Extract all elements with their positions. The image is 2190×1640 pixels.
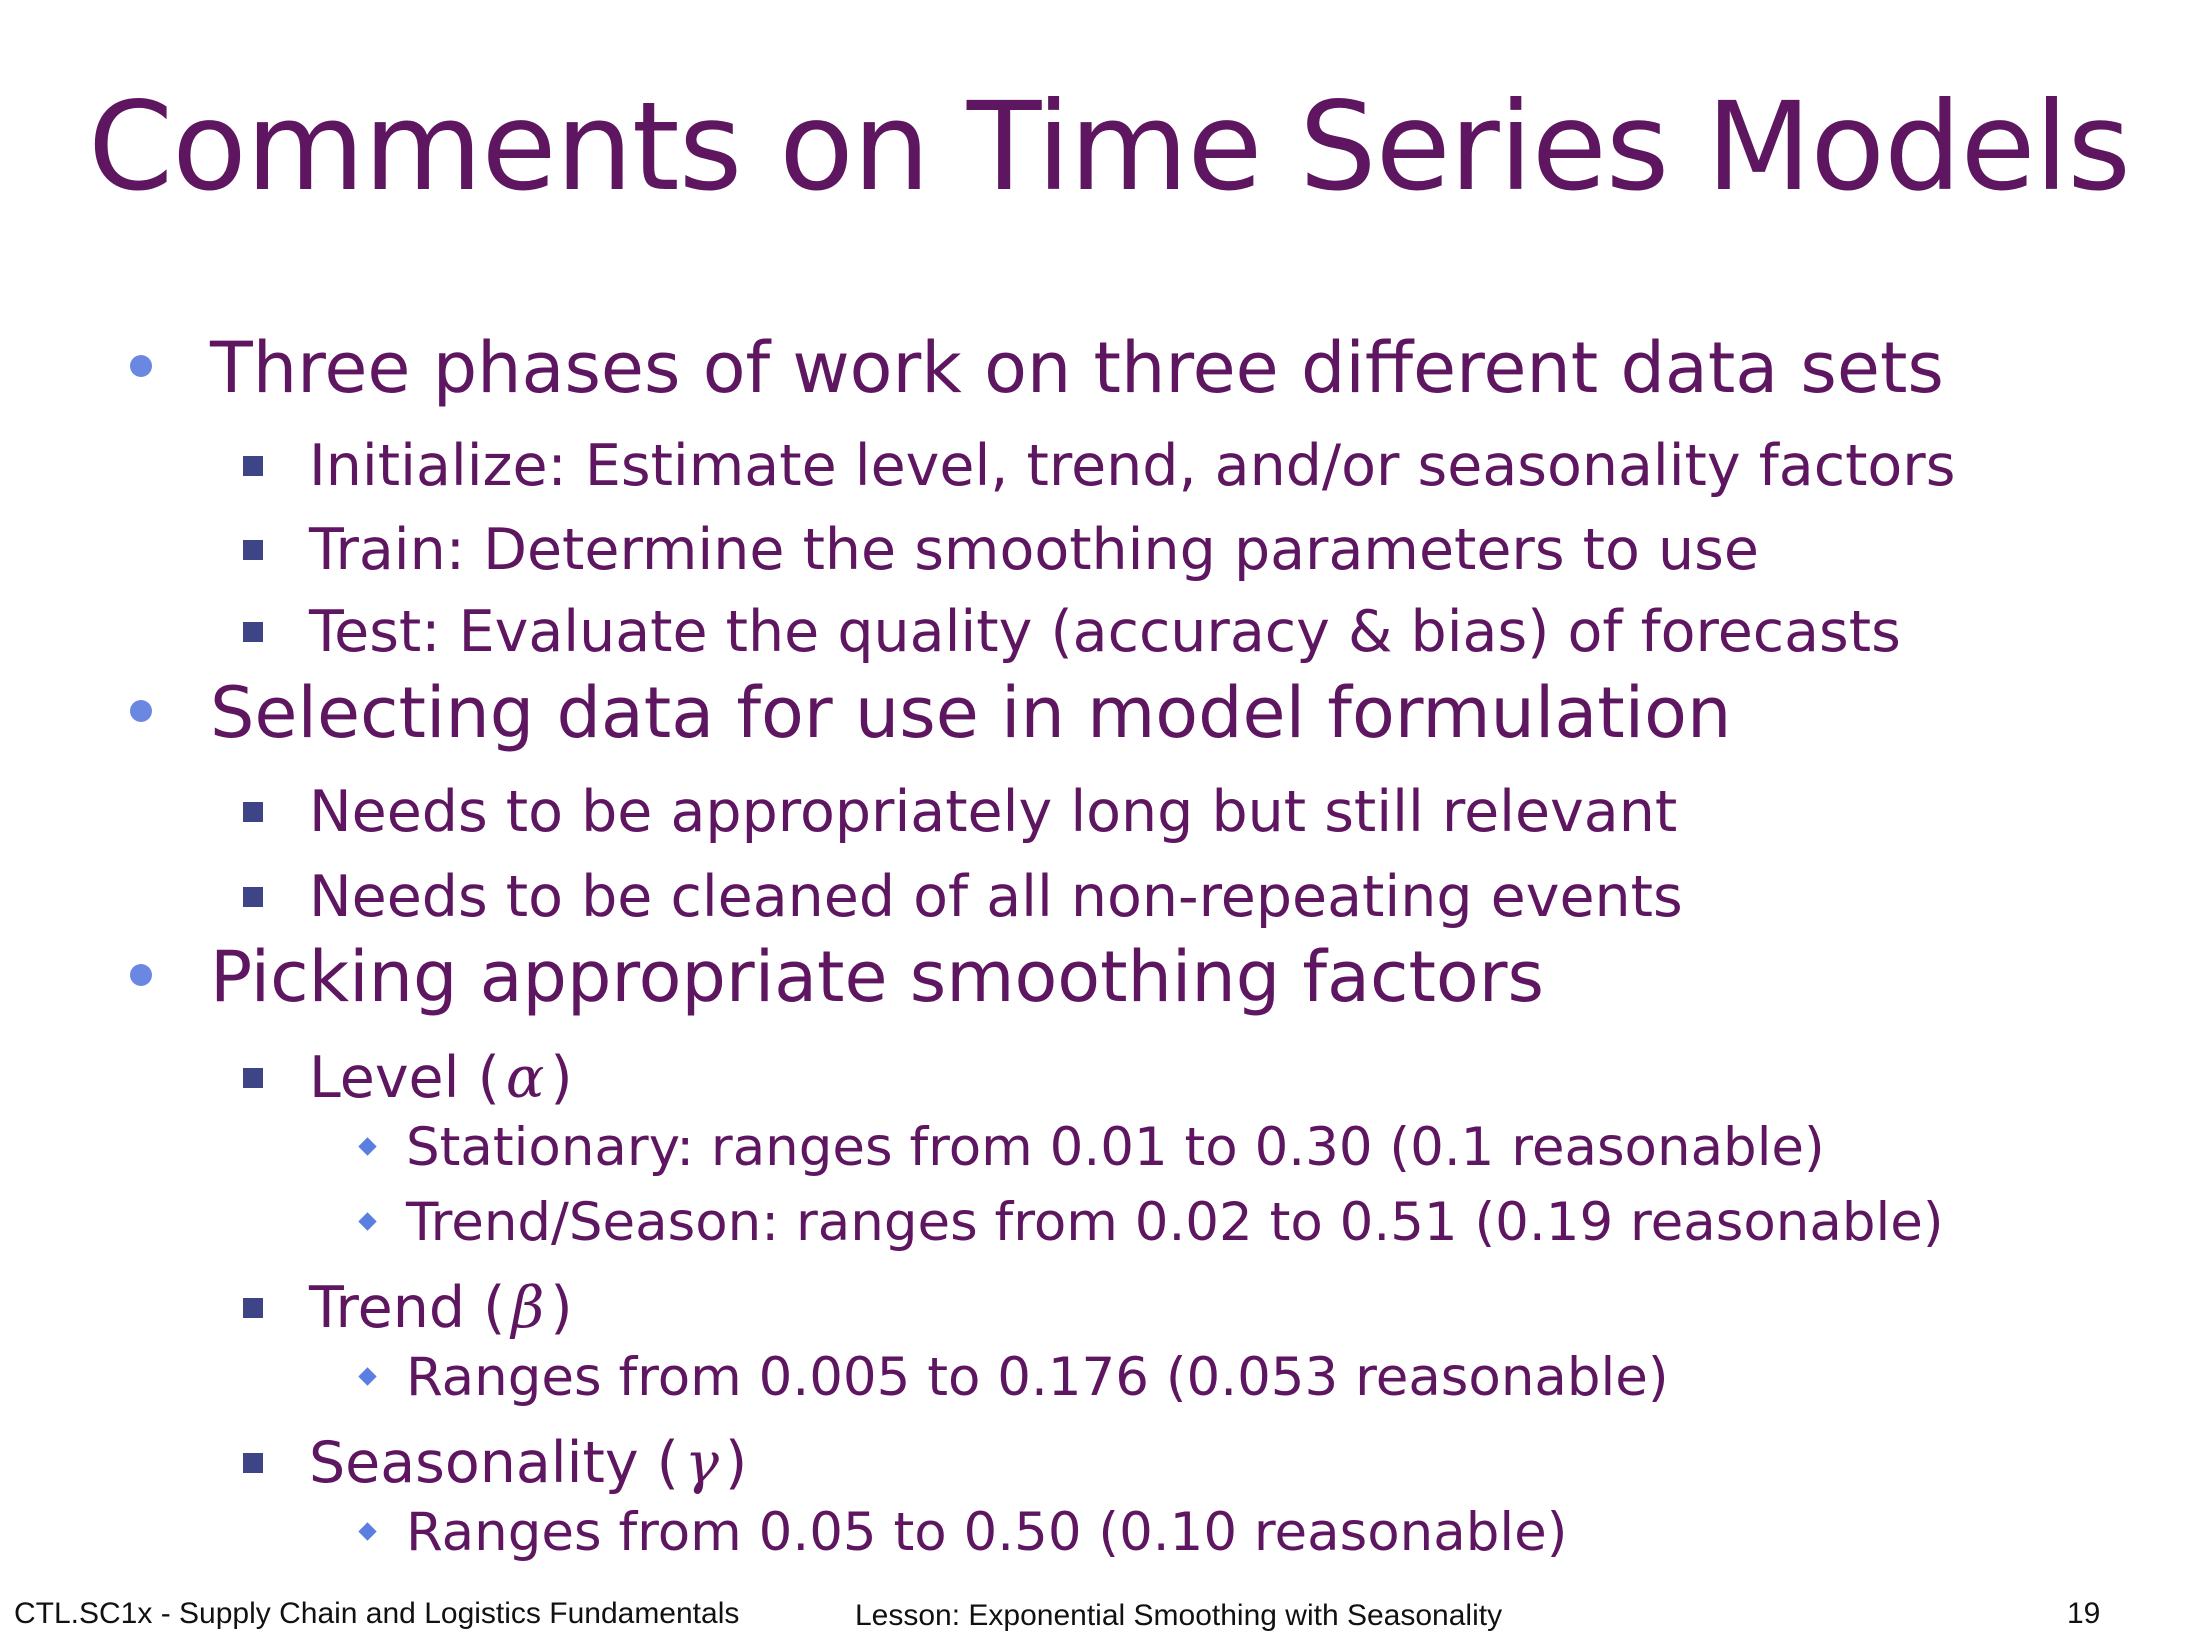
footer-page-number: 19 (2067, 1597, 2101, 1630)
bullet-dot-icon (130, 355, 152, 377)
bullet-dot-icon (130, 700, 152, 722)
bullet-square-icon (243, 540, 263, 560)
beta-symbol: β (511, 1275, 545, 1341)
bullet-diamond-icon (358, 1367, 377, 1386)
footer-course: CTL.SC1x - Supply Chain and Logistics Fu… (14, 1597, 740, 1630)
bullet-square-icon (243, 1298, 263, 1318)
sub-bullet-cleaned: Needs to be cleaned of all non-repeating… (309, 864, 1683, 930)
bullet-dot-icon (130, 964, 152, 986)
trend-range: Ranges from 0.005 to 0.176 (0.053 reason… (406, 1346, 1669, 1408)
level-trend-season: Trend/Season: ranges from 0.02 to 0.51 (… (406, 1191, 1944, 1253)
bullet-picking: Picking appropriate smoothing factors (210, 936, 1544, 1018)
sub-bullet-long: Needs to be appropriately long but still… (309, 779, 1678, 845)
bullet-square-icon (243, 1453, 263, 1473)
sub-bullet-trend: Trend ( β ) (309, 1272, 573, 1344)
sub-bullet-initialize: Initialize: Estimate level, trend, and/o… (309, 433, 1956, 499)
bullet-square-icon (243, 802, 263, 822)
level-label: Level ( (309, 1045, 500, 1111)
seasonality-close: ) (725, 1430, 748, 1496)
bullet-selecting: Selecting data for use in model formulat… (210, 672, 1732, 754)
bullet-square-icon (243, 456, 263, 476)
bullet-phases: Three phases of work on three different … (210, 327, 1944, 409)
slide-title: Comments on Time Series Models (88, 76, 2131, 218)
seasonality-range: Ranges from 0.05 to 0.50 (0.10 reasonabl… (406, 1501, 1568, 1563)
trend-label: Trend ( (309, 1275, 506, 1341)
bullet-square-icon (243, 887, 263, 907)
footer-lesson: Lesson: Exponential Smoothing with Seaso… (855, 1599, 1503, 1632)
bullet-square-icon (243, 1068, 263, 1088)
sub-bullet-seasonality: Seasonality ( γ ) (309, 1427, 747, 1499)
bullet-square-icon (243, 622, 263, 642)
seasonality-label: Seasonality ( (309, 1430, 679, 1496)
bullet-diamond-icon (358, 1137, 377, 1156)
level-close: ) (550, 1045, 573, 1111)
alpha-symbol: α (505, 1045, 545, 1111)
sub-bullet-train: Train: Determine the smoothing parameter… (309, 517, 1759, 583)
level-stationary: Stationary: ranges from 0.01 to 0.30 (0.… (406, 1116, 1825, 1178)
bullet-diamond-icon (358, 1212, 377, 1231)
sub-bullet-level: Level ( α ) (309, 1042, 573, 1114)
gamma-symbol: γ (684, 1430, 719, 1496)
bullet-diamond-icon (358, 1522, 377, 1541)
trend-close: ) (550, 1275, 573, 1341)
sub-bullet-test: Test: Evaluate the quality (accuracy & b… (309, 599, 1901, 665)
